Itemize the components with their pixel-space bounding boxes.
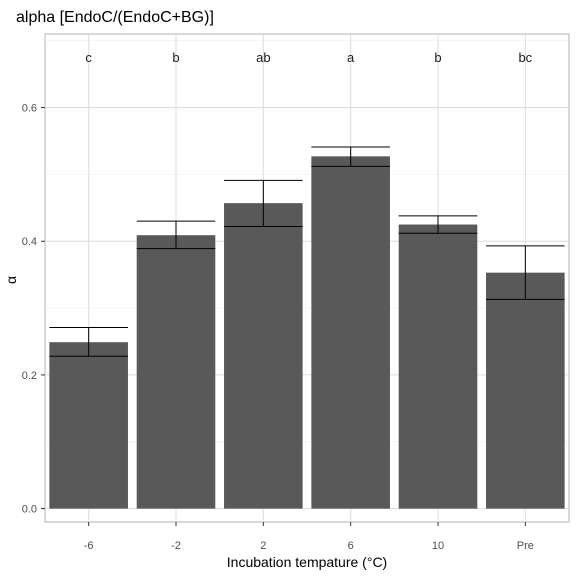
significance-label: b bbox=[172, 50, 179, 65]
bars bbox=[49, 156, 565, 509]
y-tick-label: 0.2 bbox=[22, 370, 37, 382]
x-tick-label: -6 bbox=[84, 540, 94, 552]
x-tick-label: 10 bbox=[432, 540, 444, 552]
significance-label: ab bbox=[256, 50, 270, 65]
significance-labels: c b ab a b bc bbox=[85, 50, 532, 65]
plot-panel bbox=[44, 33, 570, 523]
x-tick-label: 2 bbox=[260, 540, 266, 552]
bar-10 bbox=[398, 224, 478, 509]
x-tick-label: Pre bbox=[517, 540, 534, 552]
bar-Pre bbox=[486, 272, 565, 509]
significance-label: b bbox=[434, 50, 441, 65]
chart-title: alpha [EndoC/(EndoC+BG)] bbox=[16, 9, 214, 26]
y-axis-title: α bbox=[3, 276, 19, 284]
bar--2 bbox=[136, 235, 216, 509]
significance-label: a bbox=[347, 50, 355, 65]
y-ticks: 0.0 0.2 0.4 0.6 bbox=[22, 103, 45, 516]
x-tick-label: 6 bbox=[348, 540, 354, 552]
x-axis-title: Incubation tempature (°C) bbox=[227, 554, 387, 570]
y-tick-label: 0.6 bbox=[22, 103, 37, 115]
bar--6 bbox=[49, 342, 128, 509]
bar-2 bbox=[224, 203, 303, 509]
x-ticks: -6 -2 2 6 10 Pre bbox=[84, 522, 534, 552]
y-tick-label: 0.4 bbox=[22, 236, 37, 248]
bar-6 bbox=[311, 156, 390, 509]
significance-label: bc bbox=[518, 50, 532, 65]
x-tick-label: -2 bbox=[171, 540, 181, 552]
error-bars bbox=[49, 146, 565, 357]
y-tick-label: 0.0 bbox=[22, 504, 37, 516]
significance-label: c bbox=[85, 50, 92, 65]
